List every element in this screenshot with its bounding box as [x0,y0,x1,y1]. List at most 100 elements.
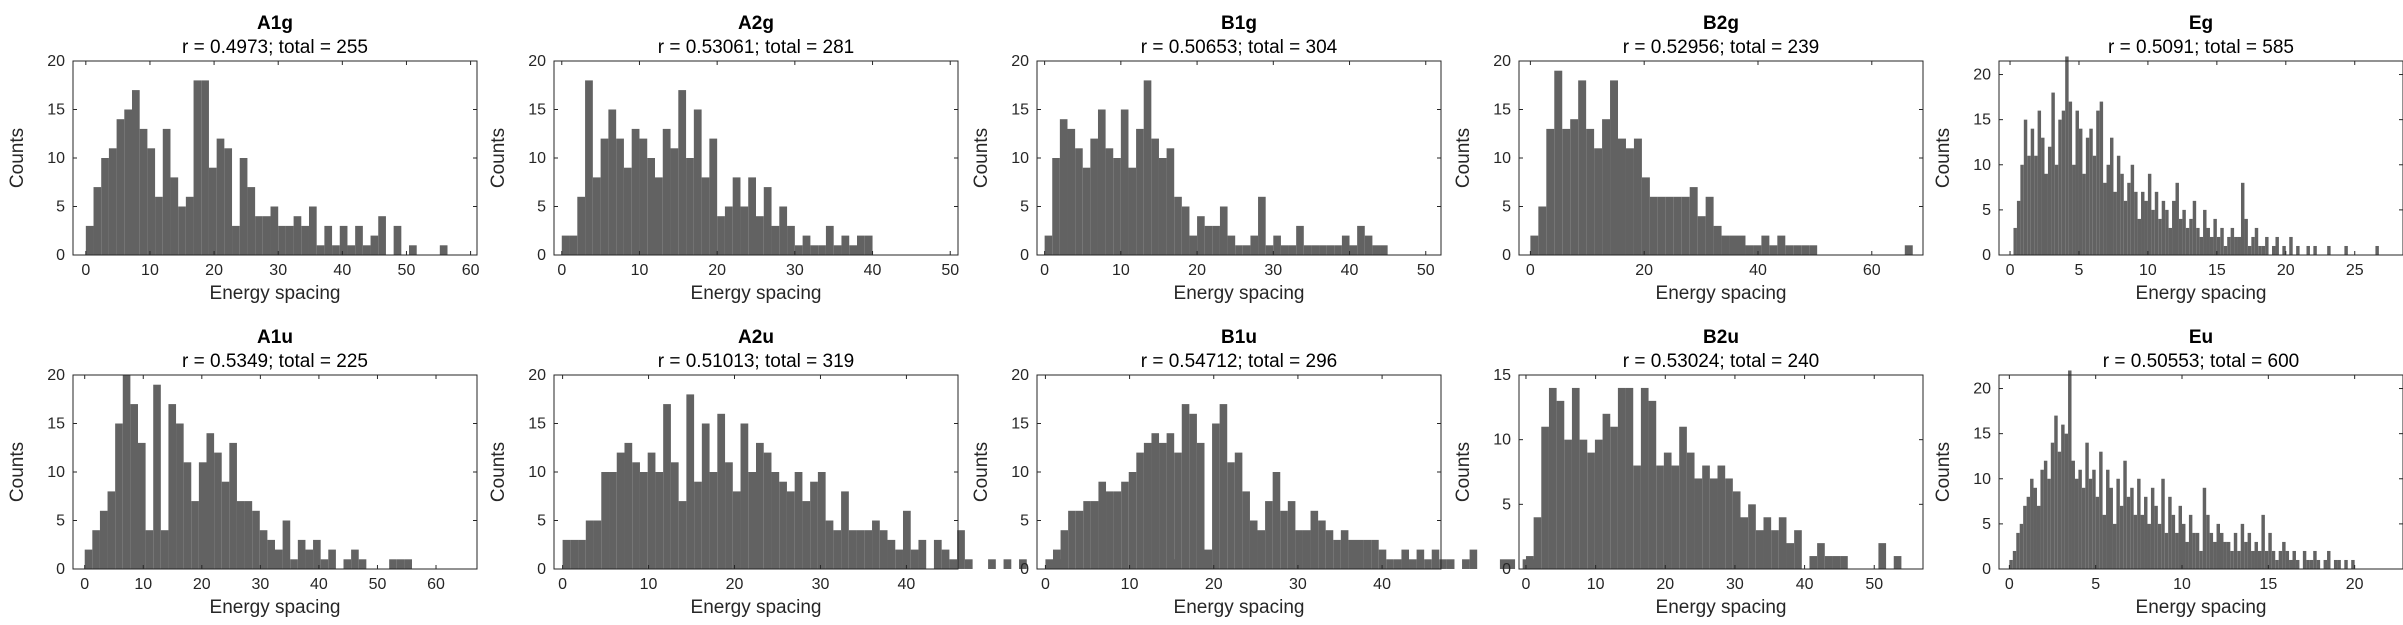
histogram-bar [864,235,873,255]
histogram-bar [191,501,199,569]
histogram-bar [351,549,359,569]
histogram-bar [1705,196,1714,255]
histogram-bar [1249,520,1258,569]
histogram-bar [1541,426,1549,569]
histogram-bar [585,520,594,569]
histogram-bar [1181,404,1190,569]
x-tick-label: 40 [864,262,882,279]
histogram-bar [1785,245,1794,255]
histogram-bar [1363,539,1372,569]
histogram-bar [608,109,617,255]
x-tick-label: 20 [1635,262,1653,279]
histogram-bar [2123,460,2127,569]
histogram-bar [1181,206,1190,255]
histogram-bar [639,138,648,255]
histogram-bar [1786,543,1795,569]
histogram-bar [1689,187,1698,255]
histogram-bar [578,539,586,569]
histogram-bar [2078,128,2083,255]
histogram-bar [2074,478,2079,569]
histogram-bar [2164,532,2169,569]
y-tick-label: 15 [528,416,546,433]
histogram-bar [2150,487,2155,569]
histogram-bar [1554,70,1563,255]
histogram-bar [139,128,148,255]
histogram-bar [686,158,694,255]
histogram-bar [701,177,710,255]
histogram-bar [2209,532,2214,569]
x-tick-label: 10 [2173,576,2191,593]
histogram-bar [147,148,156,255]
histogram-bar [1737,235,1746,255]
y-axis-label: Counts [488,442,509,502]
y-tick-label: 10 [1973,471,1991,488]
histogram-bar [1019,559,1027,569]
x-tick-label: 0 [2006,262,2015,279]
x-tick-label: 0 [1526,262,1535,279]
histogram-bar [2050,442,2055,569]
histogram-bar [1817,543,1825,569]
histogram-bar [2302,550,2307,569]
y-tick-label: 20 [1973,381,1991,398]
histogram-bar [1386,559,1394,569]
y-axis-label: Counts [1453,442,1474,502]
histogram-bar [2116,478,2120,569]
x-tick-label: 20 [205,262,223,279]
histogram-bar [155,196,163,255]
histogram-bar [2061,424,2065,569]
histogram-bar [647,452,656,569]
histogram-bar [2254,227,2259,255]
histogram-bar [2175,182,2179,255]
histogram-bar [2199,550,2203,569]
histogram-bar [2106,164,2110,255]
histogram-bar [93,187,102,255]
histogram-bar [1098,481,1107,569]
histogram-bar [1136,452,1144,569]
histogram-bar [2223,245,2228,255]
histogram-bar [1333,539,1341,569]
histogram-bar [1348,539,1356,569]
y-tick-label: 20 [1973,67,1991,84]
y-tick-label: 5 [537,199,546,216]
x-tick-label: 20 [1656,576,1674,593]
histogram-bar [1686,452,1695,569]
histogram-bar [347,245,356,255]
histogram-bar [2141,191,2145,255]
x-tick-label: 20 [726,576,744,593]
histogram-bar [2151,209,2155,255]
histogram-bar [2147,523,2151,569]
histogram-bar [224,148,233,255]
histogram-bar [2188,514,2193,569]
histogram-bar [2140,514,2145,569]
histogram-bar [2113,191,2117,255]
histogram-bar [153,384,161,569]
axes-box [1518,374,1924,570]
histogram-bar [1755,530,1764,569]
histogram-bar [2081,487,2086,569]
y-axis-label: Counts [1933,442,1954,502]
histogram-bar [2106,469,2110,569]
histogram-bar [1334,245,1342,255]
histogram-bar [1439,559,1447,569]
histogram-bar [2065,56,2069,255]
histogram-bar [740,206,749,255]
histogram-bar [2134,191,2138,255]
x-tick-label: 40 [898,576,916,593]
x-tick-label: 10 [134,576,152,593]
histogram-bar [2282,245,2286,255]
histogram-bar [802,501,811,569]
histogram-bar [1204,225,1213,255]
histogram-bar [732,491,741,569]
histogram-bar [1068,510,1076,569]
histogram-bar [2036,505,2041,569]
histogram-bar [2071,460,2075,569]
histogram-bar [2037,110,2042,256]
histogram-bar [2019,523,2024,569]
histogram-bar [2096,110,2100,256]
histogram-bar [2116,155,2121,255]
x-tick-label: 0 [1041,576,1050,593]
histogram-bar [2182,209,2186,255]
histogram-bar [1302,530,1311,569]
x-axis-label: Energy spacing [2136,597,2267,618]
y-tick-label: 20 [528,53,546,70]
